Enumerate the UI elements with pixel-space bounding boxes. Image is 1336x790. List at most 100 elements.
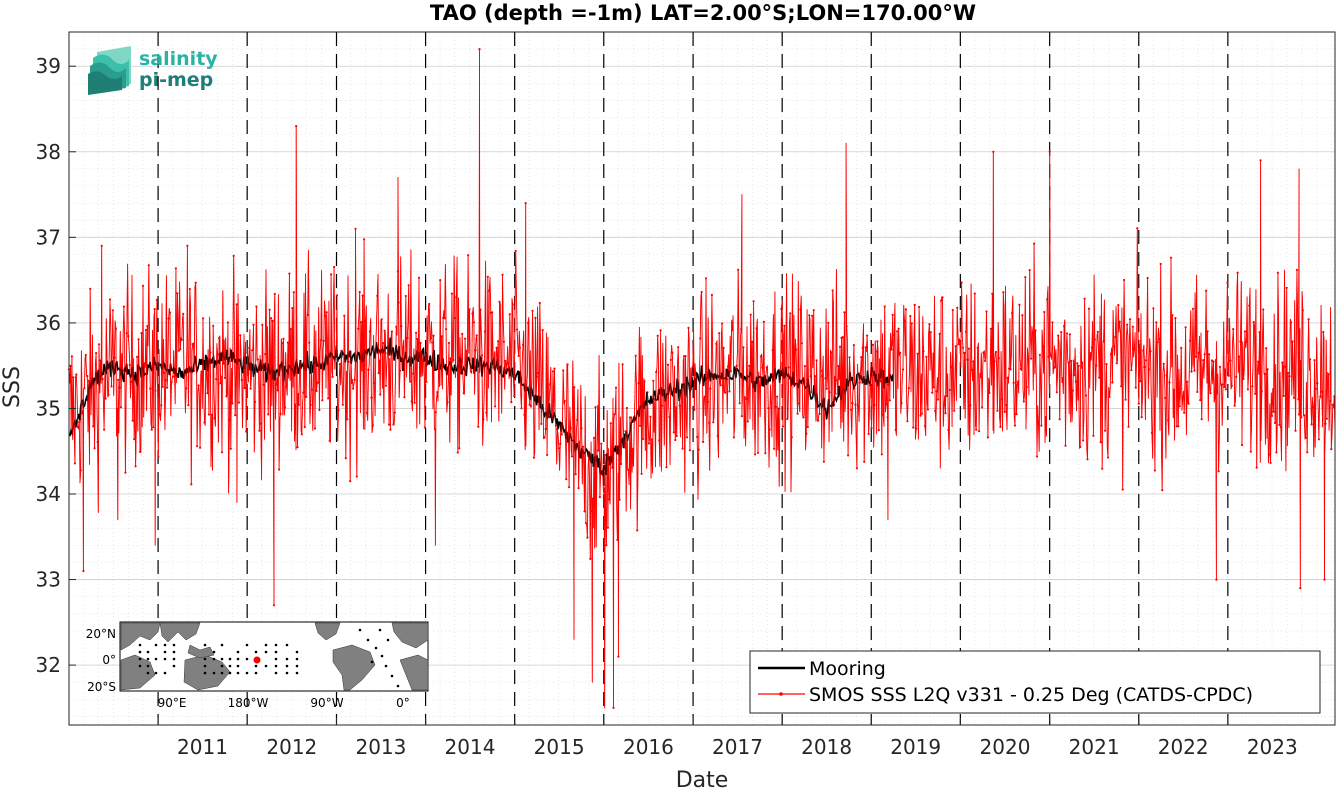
map-buoy: [254, 650, 258, 654]
map-buoy: [220, 671, 224, 675]
map-buoy: [264, 643, 268, 647]
x-tick-label-2011: 2011: [177, 735, 228, 759]
map-buoy: [236, 671, 240, 675]
map-buoy: [396, 684, 400, 688]
legend-label-mooring: Mooring: [809, 658, 886, 680]
y-tick-label-35: 35: [36, 396, 61, 420]
map-buoy: [172, 657, 176, 661]
map-buoy: [378, 628, 382, 632]
map-buoy: [203, 657, 207, 661]
inset-map: 20°N 0° 20°S 90°E 180°W 90°W 0°: [86, 621, 429, 710]
legend-swatch-smos-marker: [779, 692, 783, 696]
map-buoy: [390, 674, 394, 678]
axes-box: [68, 31, 1336, 726]
map-buoy: [380, 654, 384, 658]
map-buoy: [366, 638, 370, 642]
logo-text-salinity: salinity: [139, 48, 218, 70]
map-buoy: [220, 657, 224, 661]
map-buoy: [245, 671, 249, 675]
map-buoy: [203, 664, 207, 668]
x-tick-label-2016: 2016: [623, 735, 674, 759]
map-buoy: [138, 664, 142, 668]
map-buoy: [386, 638, 390, 642]
inset-map-y-ticks: 20°N 0° 20°S: [86, 627, 116, 694]
x-tick-label-2017: 2017: [712, 735, 763, 759]
map-buoy: [285, 664, 289, 668]
map-tick-90w: 90°W: [310, 696, 343, 710]
map-buoy: [138, 650, 142, 654]
map-buoy: [374, 646, 378, 650]
map-buoy: [274, 671, 278, 675]
map-buoy: [295, 664, 299, 668]
map-buoy: [358, 628, 362, 632]
y-tick-label-33: 33: [36, 568, 61, 592]
map-buoy: [220, 664, 224, 668]
map-buoy: [146, 650, 150, 654]
map-tick-180w: 180°W: [228, 696, 269, 710]
x-tick-label-2012: 2012: [266, 735, 317, 759]
map-buoy: [295, 657, 299, 661]
x-tick-label-2015: 2015: [534, 735, 585, 759]
map-buoy: [163, 643, 167, 647]
map-buoy: [172, 664, 176, 668]
map-buoy: [138, 643, 142, 647]
x-tick-label-2013: 2013: [355, 735, 406, 759]
map-buoy: [264, 650, 268, 654]
map-buoy: [236, 650, 240, 654]
x-axis-label: Date: [676, 768, 729, 790]
logo-text-pi-mep: pi-mep: [139, 69, 213, 91]
x-tick-label-2020: 2020: [980, 735, 1031, 759]
legend-box: [749, 650, 1321, 714]
map-buoy: [264, 664, 268, 668]
map-buoy: [236, 657, 240, 661]
x-tick-label-2023: 2023: [1247, 735, 1298, 759]
map-buoy: [163, 671, 167, 675]
map-buoy: [154, 643, 158, 647]
map-buoy: [212, 657, 216, 661]
map-buoy: [254, 664, 258, 668]
x-tick-label-2022: 2022: [1158, 735, 1209, 759]
legend-label-smos: SMOS SSS L2Q v331 - 0.25 Deg (CATDS-CPDC…: [809, 684, 1253, 706]
smos-line-overlay: [68, 49, 1336, 708]
map-buoy: [228, 671, 232, 675]
map-buoy: [285, 643, 289, 647]
inset-map-land: [120, 622, 429, 691]
logo-mark-icon: [88, 46, 131, 95]
map-buoy: [154, 671, 158, 675]
y-tick-label-36: 36: [36, 311, 61, 335]
inset-map-x-ticks: 90°E 180°W 90°W 0°: [158, 696, 410, 710]
map-buoy: [274, 650, 278, 654]
map-buoy: [146, 664, 150, 668]
map-buoy: [220, 643, 224, 647]
map-buoy: [228, 657, 232, 661]
map-tick-20s: 20°S: [87, 680, 116, 694]
map-buoy: [212, 671, 216, 675]
map-buoy: [285, 657, 289, 661]
map-buoy: [245, 657, 249, 661]
map-buoy: [138, 657, 142, 661]
y-tick-label-32: 32: [36, 653, 61, 677]
y-tick-label-38: 38: [36, 140, 61, 164]
x-tick-label-2019: 2019: [890, 735, 941, 759]
map-buoy: [274, 664, 278, 668]
series-mooring: [68, 49, 1336, 708]
map-buoy: [163, 657, 167, 661]
map-buoy: [370, 660, 374, 664]
map-buoy: [245, 643, 249, 647]
x-tick-label-2014: 2014: [445, 735, 496, 759]
y-tick-label-37: 37: [36, 225, 61, 249]
x-tick-label-2021: 2021: [1069, 735, 1120, 759]
inset-map-mooring-marker: [253, 656, 261, 664]
y-tick-label-39: 39: [36, 54, 61, 78]
map-buoy: [154, 657, 158, 661]
year-boundary-lines: [157, 32, 1229, 725]
y-axis-ticks: 32 33 34 35 36 37 38 39: [36, 54, 76, 677]
map-buoy: [172, 643, 176, 647]
map-tick-eq: 0°: [102, 653, 116, 667]
map-buoy: [295, 650, 299, 654]
map-buoy: [228, 664, 232, 668]
map-buoy: [285, 671, 289, 675]
map-tick-0: 0°: [396, 696, 410, 710]
map-buoy: [172, 650, 176, 654]
map-buoy: [236, 664, 240, 668]
